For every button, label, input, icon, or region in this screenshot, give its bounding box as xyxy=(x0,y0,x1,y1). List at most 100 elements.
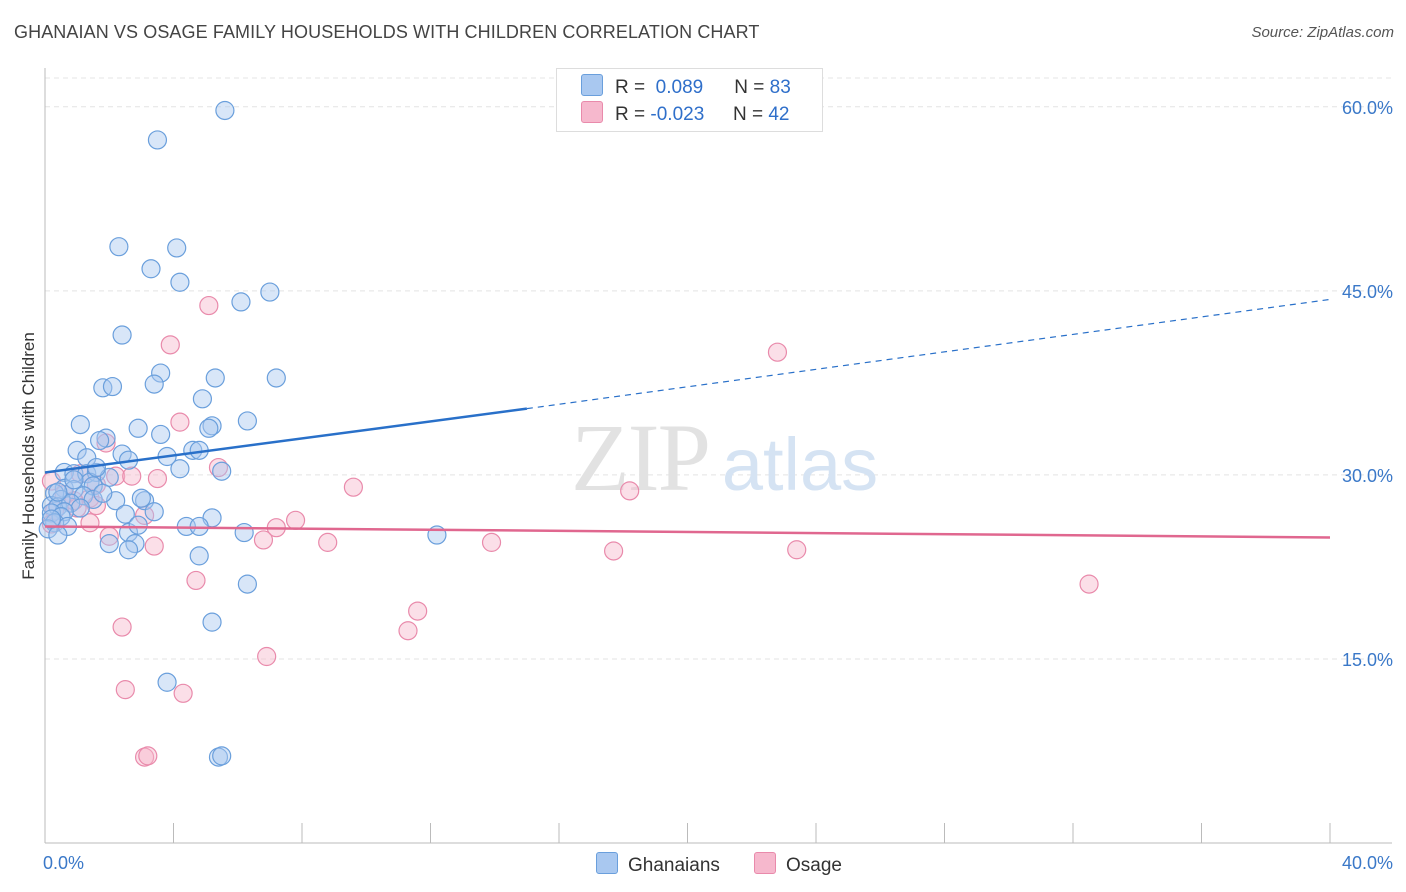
trend-lines xyxy=(44,298,1331,539)
ghanaian-point xyxy=(64,470,84,490)
ghanaian-point xyxy=(189,516,209,537)
ghanaian-point xyxy=(144,502,164,522)
ghanaian-point xyxy=(118,540,139,560)
axes xyxy=(44,68,1392,844)
source-note: Source: ZipAtlas.com xyxy=(1251,24,1394,41)
ghanaian-point xyxy=(131,488,151,508)
ghanaian-point xyxy=(237,411,257,431)
ghanaian-point xyxy=(199,418,219,438)
legend: R = 0.089 N = 83 R = -0.023 N = 42 xyxy=(556,68,823,132)
osage-label: Osage xyxy=(786,855,842,876)
watermark-atlas: atlas xyxy=(722,423,878,506)
ghanaian-point xyxy=(212,746,232,766)
osage-point xyxy=(408,601,428,621)
ghanaians-trend-line xyxy=(44,407,528,474)
osage-point xyxy=(122,466,142,486)
osage-trend-line xyxy=(44,525,1331,539)
ghanaians-swatch xyxy=(596,852,618,874)
osage-point xyxy=(138,746,158,766)
ghanaian-point xyxy=(202,416,222,436)
legend-row-ghanaians: R = 0.089 N = 83 xyxy=(581,74,791,100)
ghanaian-point xyxy=(170,272,190,292)
y-tick-label: 45.0% xyxy=(1342,282,1393,302)
y-tick-label: 15.0% xyxy=(1342,650,1393,670)
ghanaian-point xyxy=(83,476,103,496)
ghanaian-point xyxy=(70,414,90,435)
ghanaian-point xyxy=(134,491,155,511)
osage-point xyxy=(253,530,274,550)
legend-r-label: R = xyxy=(615,104,646,125)
tick-labels: 15.0% 30.0% 45.0% 60.0% 0.0% 40.0% xyxy=(43,98,1393,873)
ghanaian-point xyxy=(215,100,235,121)
osage-swatch xyxy=(581,101,603,123)
ghanaian-point xyxy=(70,498,90,518)
legend-r-value: -0.023 xyxy=(650,104,705,125)
ghanaian-point xyxy=(93,378,113,398)
ghanaian-point xyxy=(260,282,280,302)
y-axis-label: Family Households with Children xyxy=(19,332,38,580)
legend-row-osage: R = -0.023 N = 42 xyxy=(581,101,789,127)
ghanaian-point xyxy=(128,515,148,535)
osage-point xyxy=(257,646,277,667)
watermark: ZIP atlas xyxy=(571,404,878,511)
ghanaian-point xyxy=(93,483,113,503)
osage-point xyxy=(186,570,206,591)
y-tick-label: 30.0% xyxy=(1342,466,1393,486)
osage-point xyxy=(767,342,788,362)
ghanaian-point xyxy=(54,462,74,483)
ghanaian-point xyxy=(237,574,257,594)
ghanaian-point xyxy=(151,363,171,383)
ghanaian-point xyxy=(67,440,87,460)
ghanaian-point xyxy=(115,504,135,524)
ghanaian-point xyxy=(205,368,225,388)
bottom-legend-osage: Osage xyxy=(754,852,842,877)
osage-point xyxy=(318,532,338,552)
osage-point xyxy=(604,541,624,561)
osage-point xyxy=(398,621,418,641)
osage-point xyxy=(343,477,363,497)
ghanaian-point xyxy=(141,259,161,279)
ghanaians-swatch xyxy=(581,74,603,96)
ghanaian-point xyxy=(151,424,171,445)
scatter-points xyxy=(38,100,1099,767)
osage-point xyxy=(160,335,180,355)
legend-n-label: N = xyxy=(732,104,764,125)
osage-point xyxy=(199,295,219,316)
x-tick-label: 0.0% xyxy=(43,853,84,873)
ghanaian-point xyxy=(157,672,177,692)
osage-point xyxy=(144,536,164,556)
ghanaian-point xyxy=(128,418,148,438)
osage-point xyxy=(481,532,502,552)
ghanaians-trend-extension xyxy=(526,298,1331,410)
ghanaian-point xyxy=(208,747,229,767)
osage-point xyxy=(285,510,306,530)
x-tick-label: 40.0% xyxy=(1342,853,1393,873)
ghanaian-point xyxy=(102,376,123,397)
ghanaian-point xyxy=(212,461,232,481)
legend-n-label: N = xyxy=(734,77,765,98)
legend-n-value: 83 xyxy=(769,77,791,98)
legend-n-value: 42 xyxy=(768,104,790,125)
ghanaian-point xyxy=(231,292,251,312)
ghanaian-point xyxy=(144,374,164,394)
osage-point xyxy=(208,457,229,478)
osage-point xyxy=(147,468,168,489)
osage-point xyxy=(787,540,807,560)
ghanaian-point xyxy=(41,509,62,529)
ghanaian-point xyxy=(112,325,132,345)
ghanaian-point xyxy=(109,237,129,257)
ghanaian-point xyxy=(183,440,203,460)
ghanaian-point xyxy=(48,482,68,502)
ghanaian-point xyxy=(90,430,110,451)
watermark-zip: ZIP xyxy=(571,404,709,511)
osage-point xyxy=(112,617,132,637)
ghanaian-point xyxy=(189,546,209,566)
legend-r-label: R = xyxy=(615,77,646,98)
grid-lines xyxy=(45,77,1392,660)
ghanaian-point xyxy=(202,612,222,632)
y-tick-label: 60.0% xyxy=(1342,98,1393,118)
ghanaian-point xyxy=(192,389,213,409)
osage-point xyxy=(620,481,640,501)
ghanaian-point xyxy=(48,525,68,545)
